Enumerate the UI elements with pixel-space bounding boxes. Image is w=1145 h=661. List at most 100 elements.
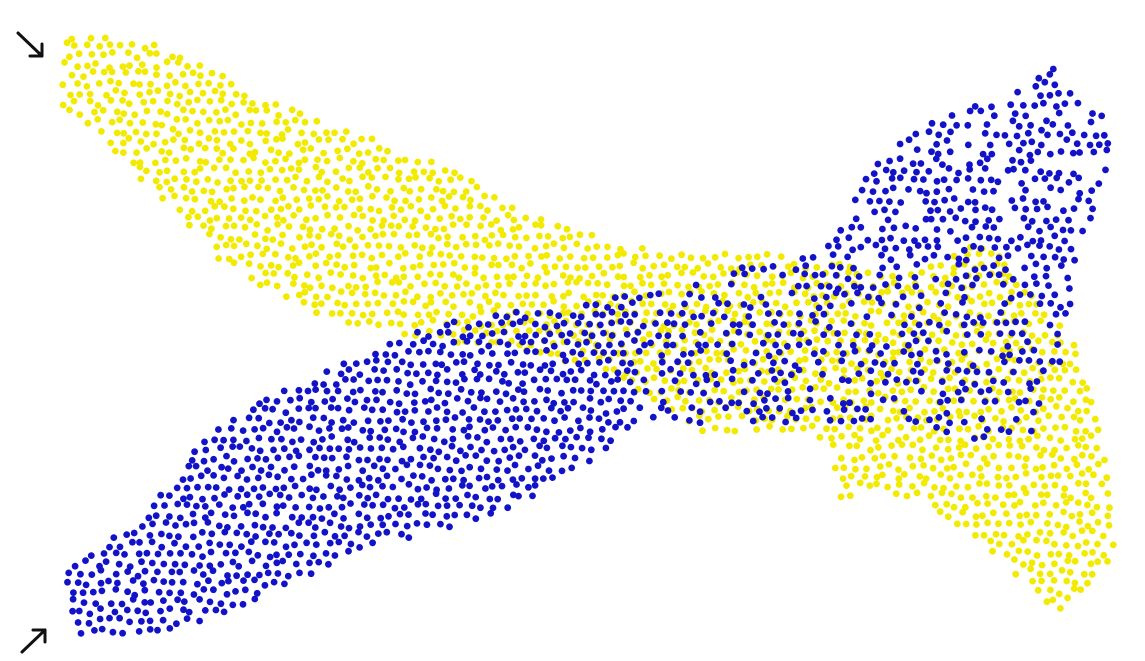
blue-particle (98, 625, 106, 633)
blue-particle (600, 329, 607, 337)
yellow-particle (1047, 472, 1055, 480)
blue-particle (250, 485, 258, 493)
blue-particle (371, 388, 379, 395)
yellow-particle (263, 245, 271, 253)
blue-particle (180, 598, 188, 605)
yellow-particle (679, 365, 687, 373)
yellow-particle (257, 129, 264, 137)
blue-particle (640, 376, 648, 384)
yellow-particle (169, 53, 176, 61)
yellow-particle (969, 471, 976, 479)
yellow-particle (573, 278, 580, 286)
blue-particle (86, 610, 94, 618)
blue-particle (152, 512, 160, 520)
blue-particle (337, 523, 345, 530)
blue-particle (788, 371, 795, 379)
blue-particle (347, 540, 355, 548)
yellow-particle (94, 102, 102, 109)
yellow-particle (983, 360, 991, 368)
yellow-particle (324, 178, 331, 186)
blue-particle (826, 416, 834, 424)
blue-particle (841, 290, 848, 298)
yellow-particle (1072, 366, 1080, 373)
blue-particle (933, 140, 940, 148)
blue-particle (493, 466, 501, 473)
yellow-particle (1020, 536, 1027, 544)
yellow-particle (422, 302, 429, 310)
blue-particle (521, 314, 529, 322)
yellow-particle (944, 385, 952, 393)
yellow-particle (303, 177, 311, 185)
blue-particle (352, 360, 360, 367)
blue-particle (586, 395, 594, 402)
blue-particle (802, 262, 810, 270)
yellow-particle (477, 202, 484, 210)
yellow-particle (1006, 442, 1014, 449)
blue-particle (504, 467, 511, 474)
blue-particle (349, 388, 357, 396)
yellow-particle (1077, 586, 1084, 593)
blue-particle (429, 340, 437, 348)
blue-particle (483, 473, 491, 481)
blue-particle (894, 282, 902, 290)
blue-particle (327, 482, 335, 490)
yellow-particle (232, 111, 240, 119)
blue-particle (374, 530, 382, 537)
yellow-particle (301, 118, 309, 126)
yellow-particle (232, 90, 240, 98)
yellow-particle (1015, 376, 1023, 384)
blue-particle (1103, 146, 1111, 154)
yellow-particle (109, 49, 116, 56)
blue-particle (227, 425, 235, 432)
yellow-particle (358, 135, 365, 143)
blue-particle (1055, 246, 1063, 253)
blue-particle (502, 426, 509, 434)
yellow-particle (787, 269, 795, 277)
yellow-particle (999, 501, 1007, 509)
blue-particle (310, 552, 317, 560)
blue-particle (1071, 256, 1078, 264)
blue-particle (439, 342, 446, 350)
blue-particle (671, 414, 679, 421)
blue-particle (254, 455, 261, 462)
blue-particle (451, 414, 459, 421)
yellow-particle (1016, 512, 1024, 520)
blue-particle (168, 578, 176, 586)
yellow-particle (414, 273, 422, 281)
yellow-particle (369, 192, 376, 200)
blue-particle (112, 549, 120, 557)
blue-particle (915, 304, 923, 312)
yellow-particle (895, 368, 903, 376)
yellow-particle (462, 188, 470, 195)
yellow-particle (945, 436, 952, 444)
blue-particle (980, 188, 988, 196)
blue-particle (840, 406, 848, 413)
blue-particle (729, 366, 737, 374)
blue-particle (377, 514, 385, 522)
yellow-particle (300, 282, 308, 289)
blue-particle (879, 396, 887, 404)
blue-particle (722, 329, 730, 337)
yellow-particle (248, 274, 256, 282)
blue-particle (613, 408, 621, 415)
yellow-particle (450, 303, 457, 310)
yellow-particle (446, 252, 454, 259)
blue-particle (1022, 205, 1030, 213)
yellow-particle (1016, 437, 1024, 445)
yellow-particle (263, 130, 271, 137)
blue-particle (1054, 341, 1061, 348)
blue-particle (268, 435, 275, 443)
blue-particle (358, 481, 366, 489)
yellow-particle (106, 41, 114, 48)
blue-particle (966, 107, 974, 115)
yellow-particle (983, 460, 991, 468)
yellow-particle (985, 312, 992, 320)
blue-particle (525, 483, 532, 491)
yellow-particle (1084, 522, 1092, 530)
yellow-particle (242, 240, 250, 248)
yellow-particle (451, 169, 458, 177)
blue-particle (311, 524, 319, 531)
yellow-particle (507, 301, 515, 309)
blue-particle (385, 417, 392, 424)
blue-particle (825, 242, 832, 250)
